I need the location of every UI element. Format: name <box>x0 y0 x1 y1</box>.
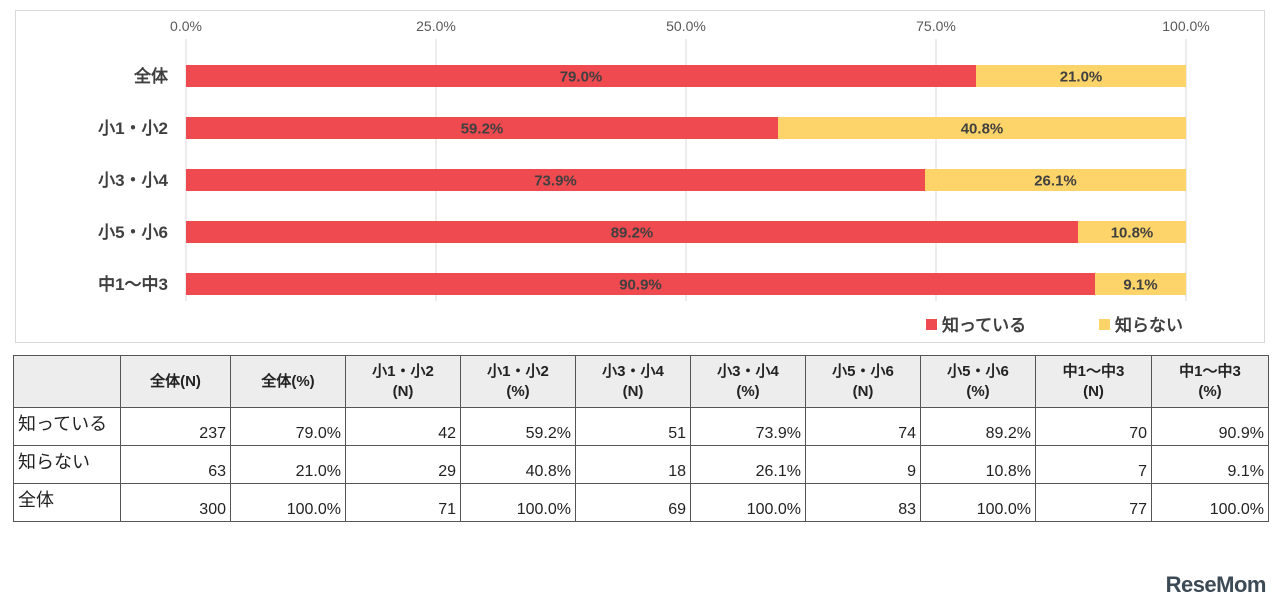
data-label: 40.8% <box>961 121 1004 138</box>
brand-logo: ReseMom <box>1165 572 1267 597</box>
table-header-cell: 小3・小4 (N) <box>575 355 691 408</box>
legend-label: 知らない <box>1114 315 1183 335</box>
table-cell: 89.2% <box>920 407 1036 446</box>
table-cell: 21.0% <box>230 445 346 484</box>
table-cell: 100.0% <box>690 483 806 522</box>
legend-label: 知っている <box>941 315 1026 335</box>
table-cell: 237 <box>120 407 231 446</box>
table-cell: 74 <box>805 407 921 446</box>
table-cell: 70 <box>1035 407 1152 446</box>
bar-unknown <box>925 169 1186 191</box>
x-tick-label: 100.0% <box>1162 18 1209 34</box>
table-cell: 51 <box>575 407 691 446</box>
x-tick-label: 0.0% <box>170 18 202 34</box>
bar-unknown <box>778 117 1186 139</box>
table-cell: 79.0% <box>230 407 346 446</box>
legend-swatch <box>926 319 937 330</box>
bar-known <box>186 65 976 87</box>
table-header-cell: 中1～中3 (N) <box>1035 355 1152 408</box>
bar-unknown <box>1095 273 1186 295</box>
bar-known <box>186 169 925 191</box>
table-header-cell: 小5・小6 (N) <box>805 355 921 408</box>
table-cell: 71 <box>345 483 461 522</box>
table-cell: 9 <box>805 445 921 484</box>
bar-unknown <box>1078 221 1186 243</box>
category-label: 全体 <box>133 66 169 86</box>
table-header-row: 全体(N) 全体(%) 小1・小2 (N) 小1・小2 (%) 小3・小4 (N) 小3・… <box>13 355 1269 408</box>
table-row: 知らない 63 21.0% 29 40.8% 18 26.1% 9 10.8% 7 9.1% <box>13 445 1269 484</box>
bar-known <box>186 221 1078 243</box>
table-cell: 69 <box>575 483 691 522</box>
table-header-cell <box>13 355 121 408</box>
x-tick-label: 25.0% <box>416 18 456 34</box>
table-cell: 10.8% <box>920 445 1036 484</box>
table-cell: 63 <box>120 445 231 484</box>
table-cell: 29 <box>345 445 461 484</box>
table-cell: 42 <box>345 407 461 446</box>
data-label: 59.2% <box>461 121 504 138</box>
table-header-cell: 小1・小2 (%) <box>460 355 576 408</box>
table-cell: 73.9% <box>690 407 806 446</box>
row-label: 知っている <box>13 407 121 446</box>
table-cell: 59.2% <box>460 407 576 446</box>
bar-known <box>186 117 778 139</box>
table-header-cell: 中1～中3 (%) <box>1151 355 1269 408</box>
bar-known <box>186 273 1095 295</box>
category-label: 小1・小2 <box>98 119 168 138</box>
table-row: 知っている 237 79.0% 42 59.2% 51 73.9% 74 89.2% 70 90.9… <box>13 407 1269 446</box>
x-tick-label: 75.0% <box>916 18 956 34</box>
table-header-cell: 小3・小4 (%) <box>690 355 806 408</box>
table-cell: 40.8% <box>460 445 576 484</box>
row-label: 全体 <box>13 483 121 522</box>
data-label: 89.2% <box>611 225 654 242</box>
row-label: 知らない <box>13 445 121 484</box>
table-cell: 300 <box>120 483 231 522</box>
stacked-bar-chart: 0.0% 25.0% 50.0% 75.0% 100.0% 全体 79.0% 21.0% 小1・… <box>98 18 1210 335</box>
table-cell: 7 <box>1035 445 1152 484</box>
table-header-cell: 全体(%) <box>230 355 346 408</box>
data-label: 9.1% <box>1123 277 1157 294</box>
table-cell: 100.0% <box>920 483 1036 522</box>
table-cell: 100.0% <box>1151 483 1269 522</box>
category-label: 小5・小6 <box>98 223 168 242</box>
table-header-cell: 全体(N) <box>120 355 231 408</box>
table-cell: 90.9% <box>1151 407 1269 446</box>
table-row: 全体 300 100.0% 71 100.0% 69 100.0% 83 100.0% 77 100… <box>13 483 1269 522</box>
data-label: 10.8% <box>1111 225 1154 242</box>
bar-unknown <box>976 65 1186 87</box>
category-label: 小3・小4 <box>98 171 168 190</box>
table-header-cell: 小5・小6 (%) <box>920 355 1036 408</box>
data-label: 90.9% <box>619 277 662 294</box>
table-cell: 18 <box>575 445 691 484</box>
legend-swatch <box>1099 319 1110 330</box>
table-cell: 100.0% <box>230 483 346 522</box>
chart-area: 0.0% 25.0% 50.0% 75.0% 100.0% 全体 79.0% 21.0% 小1・… <box>15 10 1265 343</box>
table-cell: 83 <box>805 483 921 522</box>
table-cell: 26.1% <box>690 445 806 484</box>
table-cell: 9.1% <box>1151 445 1269 484</box>
category-label: 中1～中3 <box>98 274 168 294</box>
data-label: 21.0% <box>1060 69 1103 86</box>
data-label: 79.0% <box>560 69 603 86</box>
table-header-cell: 小1・小2 (N) <box>345 355 461 408</box>
data-label: 26.1% <box>1034 173 1077 190</box>
data-table: 全体(N) 全体(%) 小1・小2 (N) 小1・小2 (%) 小3・小4 (N) 小3・… <box>13 355 1269 522</box>
table-cell: 100.0% <box>460 483 576 522</box>
data-label: 73.9% <box>534 173 577 190</box>
x-tick-label: 50.0% <box>666 18 706 34</box>
table-cell: 77 <box>1035 483 1152 522</box>
